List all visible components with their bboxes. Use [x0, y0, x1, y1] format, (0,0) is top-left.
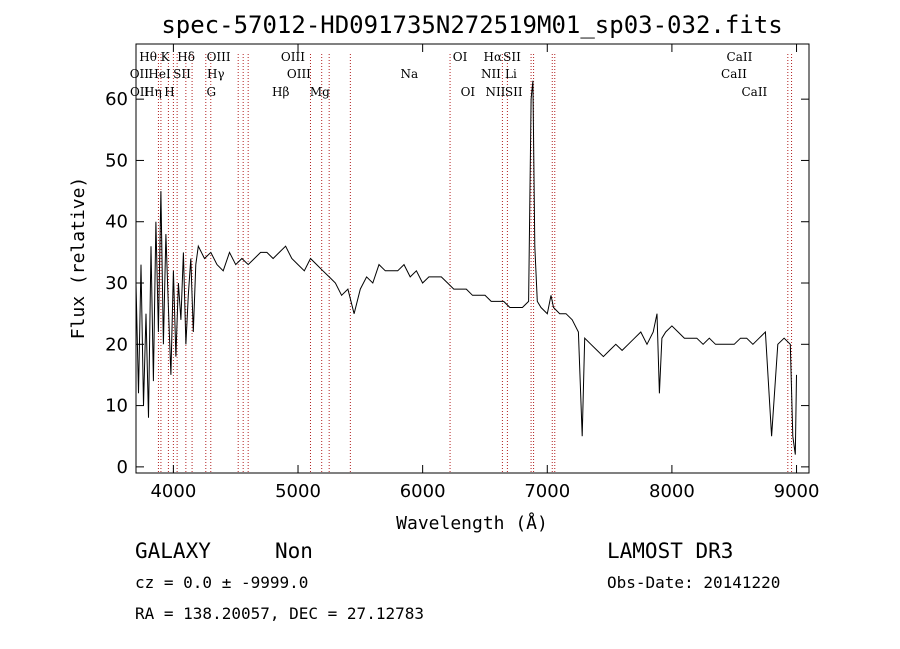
- spectral-line-label-21: NII: [485, 85, 505, 99]
- spectral-line-label-27: CaII: [741, 85, 767, 99]
- spectral-line-label-14: Hβ: [272, 85, 289, 99]
- spectral-line-label-22: SII: [503, 50, 521, 64]
- survey-label: LAMOST DR3: [607, 539, 733, 563]
- x-tick-label-5: 9000: [774, 481, 820, 502]
- series-layer: [135, 80, 797, 455]
- line-marker-layer: [157, 54, 793, 473]
- x-tick-label-3: 7000: [524, 481, 570, 502]
- spectral-line-label-24: SII: [505, 85, 523, 99]
- class-label: GALAXY: [135, 539, 211, 563]
- y-tick-label-2: 20: [105, 334, 128, 355]
- spectral-line-label-3: HeI: [148, 67, 171, 81]
- y-tick-label-6: 60: [105, 89, 128, 110]
- spectral-line-label-15: Mg: [310, 85, 330, 99]
- spectral-line-label-11: G: [206, 85, 216, 99]
- x-tick-label-4: 8000: [649, 481, 695, 502]
- spectral-line-label-7: Hδ: [177, 50, 195, 64]
- spectral-line-label-23: Li: [505, 67, 517, 81]
- spectral-line-label-10: Hγ: [207, 67, 225, 81]
- coords-line: RA = 138.20057, DEC = 27.12783: [135, 604, 424, 623]
- spectral-line-label-17: OI: [453, 50, 468, 64]
- series-line-0: [135, 80, 797, 455]
- x-axis-label: Wavelength (Å): [396, 512, 548, 534]
- spectral-line-label-2: OII: [130, 85, 150, 99]
- y-axis-label: Flux (relative): [68, 177, 89, 340]
- spectral-line-label-12: OIII: [281, 50, 305, 64]
- y-tick-label-1: 10: [105, 396, 128, 417]
- spectral-line-label-18: OI: [461, 85, 476, 99]
- spectral-line-label-13: OIII: [287, 67, 311, 81]
- y-tick-label-0: 0: [117, 457, 128, 478]
- y-tick-label-5: 50: [105, 150, 128, 171]
- x-tick-label-2: 6000: [400, 481, 446, 502]
- spectral-line-label-26: CaII: [721, 67, 747, 81]
- subclass-label: Non: [275, 539, 313, 563]
- plot-frame: [135, 43, 810, 474]
- y-tick-label-4: 40: [105, 212, 128, 233]
- spectral-line-label-25: CaII: [727, 50, 753, 64]
- spectral-line-label-9: OIII: [207, 50, 231, 64]
- spectral-line-label-20: NII: [481, 67, 501, 81]
- y-axis: 0 10 20 30 40 50 60: [105, 89, 809, 478]
- spectral-line-label-8: SII: [173, 67, 191, 81]
- x-tick-label-1: 5000: [275, 481, 321, 502]
- spectral-line-label-6: H: [164, 85, 174, 99]
- y-tick-label-3: 30: [105, 273, 128, 294]
- spectral-line-label-1: OII: [130, 67, 150, 81]
- chart-title: spec-57012-HD091735N272519M01_sp03-032.f…: [161, 11, 782, 39]
- spectral-line-label-19: Hα: [484, 50, 503, 64]
- x-axis: 4000 5000 6000 7000 8000 9000: [150, 44, 819, 502]
- spectral-line-label-0: Hθ: [139, 50, 157, 64]
- spectral-line-label-16: Na: [400, 67, 418, 81]
- redshift-line: cz = 0.0 ± -9999.0: [135, 573, 308, 592]
- spectral-line-label-4: Hη: [144, 85, 162, 99]
- x-tick-label-0: 4000: [150, 481, 196, 502]
- obs-date-line: Obs-Date: 20141220: [607, 573, 780, 592]
- spectral-line-label-5: K: [161, 50, 171, 64]
